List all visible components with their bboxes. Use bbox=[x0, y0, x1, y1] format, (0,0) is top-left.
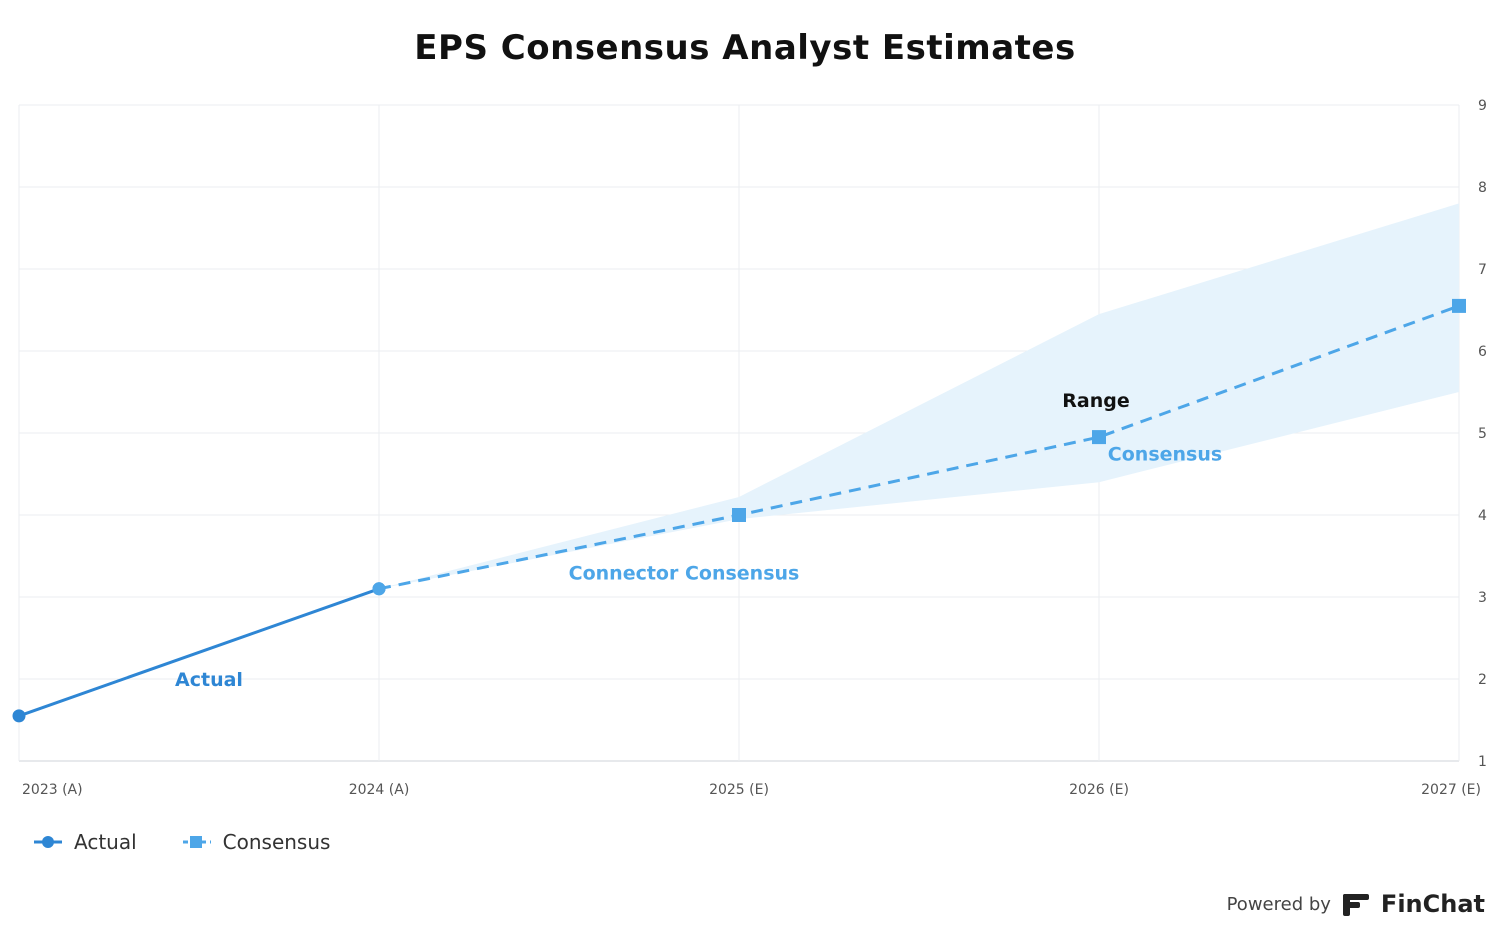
y-tick-label-3: 3 bbox=[1478, 590, 1487, 606]
circle-line-marker-icon bbox=[34, 836, 62, 848]
square-dashed-marker-icon bbox=[182, 836, 211, 848]
legend-label-consensus: Consensus bbox=[222, 830, 331, 854]
actual-point-2023-a[interactable] bbox=[12, 709, 26, 723]
x-tick-label-2024-a: 2024 (A) bbox=[349, 782, 410, 798]
powered-by-footer: Powered by FinChat bbox=[1227, 890, 1485, 918]
finchat-logo-icon bbox=[1342, 894, 1369, 916]
legend-label-actual: Actual bbox=[74, 830, 137, 854]
annotation-actual: Actual bbox=[175, 669, 243, 691]
x-tick-label-2023-a: 2023 (A) bbox=[22, 782, 83, 798]
y-tick-label-4: 4 bbox=[1478, 508, 1487, 524]
legend-item-actual[interactable]: Actual bbox=[32, 830, 137, 854]
consensus-point-2024-a[interactable] bbox=[372, 582, 386, 596]
powered-by-text: Powered by bbox=[1226, 893, 1331, 915]
y-tick-label-1: 1 bbox=[1478, 754, 1487, 770]
chart-title: EPS Consensus Analyst Estimates bbox=[414, 28, 1076, 68]
legend-item-consensus[interactable]: Consensus bbox=[181, 830, 331, 854]
annotation-range: Range bbox=[1062, 390, 1129, 412]
consensus-point-2025-e[interactable] bbox=[732, 508, 746, 522]
y-tick-label-8: 8 bbox=[1478, 180, 1487, 196]
y-tick-label-7: 7 bbox=[1478, 262, 1487, 278]
consensus-point-2026-e[interactable] bbox=[1092, 430, 1106, 445]
y-tick-label-2: 2 bbox=[1478, 672, 1487, 688]
consensus-point-2027-e[interactable] bbox=[1452, 298, 1466, 313]
actual-series-line bbox=[18, 587, 380, 718]
y-tick-label-9: 9 bbox=[1478, 98, 1487, 114]
consensus-range-band bbox=[379, 203, 1459, 589]
finchat-brand[interactable]: FinChat bbox=[1380, 890, 1485, 918]
chart-legend: Actual Consensus bbox=[32, 830, 330, 854]
y-tick-label-6: 6 bbox=[1478, 344, 1487, 360]
y-tick-label-5: 5 bbox=[1478, 426, 1487, 442]
annotation-consensus: Consensus bbox=[1108, 444, 1222, 466]
consensus-series-line bbox=[378, 304, 1460, 591]
x-tick-label-2026-e: 2026 (E) bbox=[1069, 782, 1129, 798]
x-tick-label-2025-e: 2025 (E) bbox=[709, 782, 769, 798]
x-tick-label-2027-e: 2027 (E) bbox=[1421, 782, 1481, 798]
annotation-connector-consensus: Connector Consensus bbox=[569, 562, 800, 584]
